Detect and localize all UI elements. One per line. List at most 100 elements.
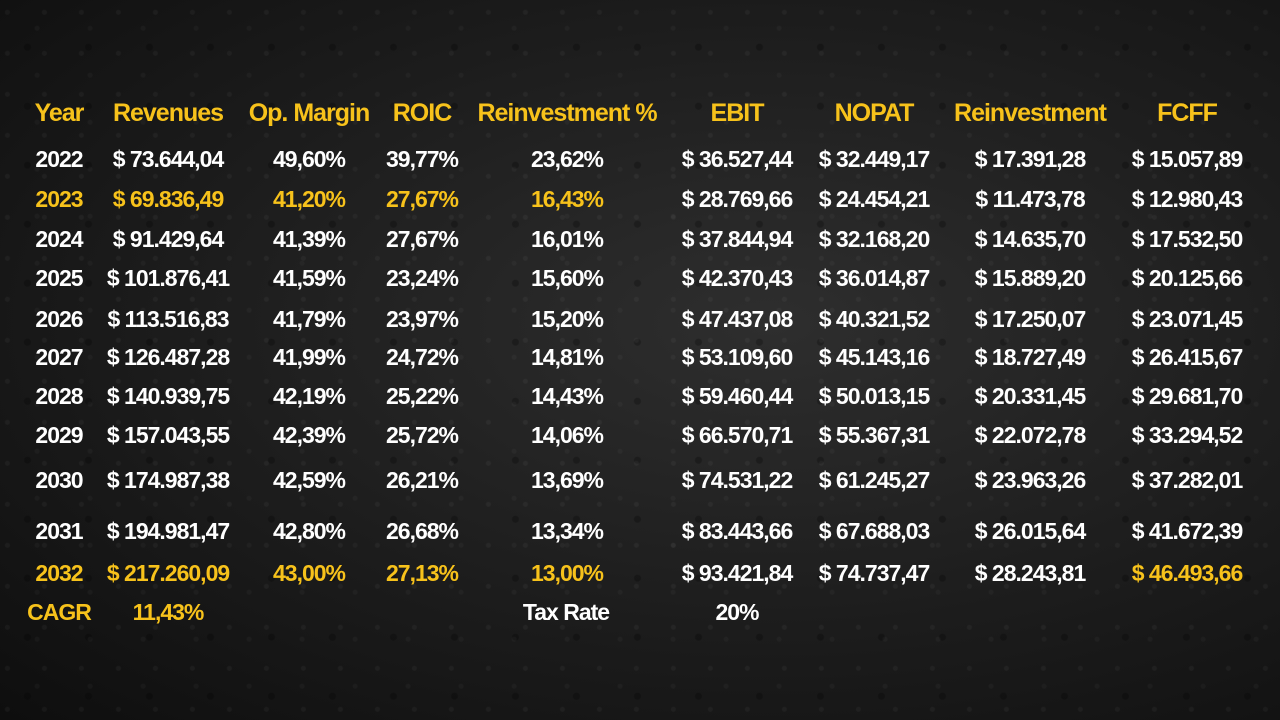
cell-nopat: $ 45.143,16 <box>818 344 931 370</box>
cell-op-margin: 41,20% <box>272 186 346 212</box>
cell-reinvestment: $ 20.331,45 <box>974 383 1087 409</box>
column-header-reinvestment-pct: Reinvestment % <box>477 99 657 127</box>
cell-op-margin: 41,39% <box>272 226 346 252</box>
cell-reinvestment: $ 17.250,07 <box>974 306 1087 332</box>
cell-op-margin: 42,39% <box>272 422 346 448</box>
column-header-revenues: Revenues <box>112 99 224 127</box>
cagr-value: 11,43% <box>132 599 205 625</box>
cell-reinvestment: $ 22.072,78 <box>974 422 1087 448</box>
cell-nopat: $ 67.688,03 <box>818 518 931 544</box>
cell-reinvestment-pct: 15,20% <box>530 306 604 332</box>
cell-reinvestment-pct: 16,43% <box>530 186 604 212</box>
cell-year: 2026 <box>35 306 83 332</box>
cell-year: 2025 <box>35 265 83 291</box>
cell-ebit: $ 83.443,66 <box>681 518 794 544</box>
cell-revenues: $ 73.644,04 <box>112 146 225 172</box>
tax-rate-label: Tax Rate <box>522 599 610 625</box>
column-header-op-margin: Op. Margin <box>248 99 371 127</box>
cell-roic: 23,24% <box>385 265 459 291</box>
cell-roic: 26,68% <box>385 518 459 544</box>
cell-roic: 27,67% <box>385 186 459 212</box>
cell-op-margin: 49,60% <box>272 146 346 172</box>
cell-op-margin: 42,59% <box>272 467 346 493</box>
cell-revenues: $ 157.043,55 <box>106 422 230 448</box>
cell-reinvestment: $ 11.473,78 <box>975 186 1085 212</box>
cell-revenues: $ 174.987,38 <box>106 467 230 493</box>
cell-reinvestment-pct: 14,43% <box>530 383 604 409</box>
cell-ebit: $ 66.570,71 <box>681 422 794 448</box>
cell-nopat: $ 24.454,21 <box>818 186 931 212</box>
cell-revenues: $ 217.260,09 <box>106 560 230 586</box>
cell-op-margin: 41,59% <box>272 265 346 291</box>
cell-fcff: $ 20.125,66 <box>1131 265 1244 291</box>
cell-fcff: $ 17.532,50 <box>1131 226 1244 252</box>
column-header-reinvestment: Reinvestment <box>954 99 1107 127</box>
cell-reinvestment: $ 18.727,49 <box>974 344 1087 370</box>
cell-ebit: $ 36.527,44 <box>681 146 794 172</box>
column-header-fcff: FCFF <box>1157 99 1218 127</box>
cell-ebit: $ 53.109,60 <box>681 344 794 370</box>
cagr-label: CAGR <box>27 599 92 625</box>
cell-nopat: $ 61.245,27 <box>818 467 931 493</box>
cell-roic: 25,22% <box>385 383 459 409</box>
cell-revenues: $ 140.939,75 <box>106 383 230 409</box>
cell-nopat: $ 40.321,52 <box>818 306 931 332</box>
cell-op-margin: 43,00% <box>272 560 346 586</box>
cell-reinvestment-pct: 14,06% <box>530 422 604 448</box>
cell-nopat: $ 32.449,17 <box>818 146 931 172</box>
cell-roic: 23,97% <box>385 306 459 332</box>
cell-roic: 26,21% <box>385 467 459 493</box>
cell-revenues: $ 126.487,28 <box>106 344 230 370</box>
cell-reinvestment: $ 23.963,26 <box>974 467 1087 493</box>
cell-fcff: $ 23.071,45 <box>1131 306 1244 332</box>
cell-year: 2024 <box>35 226 83 252</box>
cell-roic: 27,13% <box>385 560 459 586</box>
cell-op-margin: 41,99% <box>272 344 346 370</box>
cell-fcff: $ 15.057,89 <box>1131 146 1244 172</box>
cell-reinvestment-pct: 13,69% <box>530 467 604 493</box>
cell-reinvestment-pct: 13,34% <box>530 518 604 544</box>
cell-ebit: $ 59.460,44 <box>681 383 794 409</box>
cell-ebit: $ 37.844,94 <box>681 226 794 252</box>
column-header-roic: ROIC <box>392 99 452 127</box>
cell-fcff: $ 46.493,66 <box>1131 560 1244 586</box>
cell-reinvestment-pct: 14,81% <box>530 344 604 370</box>
cell-reinvestment: $ 28.243,81 <box>974 560 1087 586</box>
cell-ebit: $ 28.769,66 <box>681 186 794 212</box>
cell-nopat: $ 50.013,15 <box>818 383 931 409</box>
cell-op-margin: 41,79% <box>272 306 346 332</box>
cell-revenues: $ 194.981,47 <box>106 518 230 544</box>
cell-fcff: $ 41.672,39 <box>1131 518 1244 544</box>
cell-year: 2023 <box>35 186 83 212</box>
cell-ebit: $ 47.437,08 <box>681 306 794 332</box>
cell-year: 2027 <box>35 344 83 370</box>
cell-op-margin: 42,19% <box>272 383 346 409</box>
tax-rate-value: 20% <box>715 599 759 625</box>
cell-op-margin: 42,80% <box>272 518 346 544</box>
cell-year: 2030 <box>35 467 83 493</box>
cell-nopat: $ 32.168,20 <box>818 226 931 252</box>
cell-reinvestment: $ 15.889,20 <box>974 265 1087 291</box>
cell-nopat: $ 74.737,47 <box>818 560 931 586</box>
cell-roic: 27,67% <box>385 226 459 252</box>
cell-reinvestment-pct: 16,01% <box>530 226 604 252</box>
cell-revenues: $ 91.429,64 <box>112 226 225 252</box>
cell-year: 2031 <box>35 518 83 544</box>
cell-ebit: $ 74.531,22 <box>681 467 794 493</box>
cell-reinvestment-pct: 13,00% <box>530 560 604 586</box>
cell-fcff: $ 37.282,01 <box>1131 467 1244 493</box>
cell-reinvestment: $ 26.015,64 <box>974 518 1087 544</box>
column-header-year: Year <box>34 99 85 127</box>
cell-reinvestment-pct: 15,60% <box>530 265 604 291</box>
cell-revenues: $ 69.836,49 <box>112 186 225 212</box>
cell-fcff: $ 29.681,70 <box>1131 383 1244 409</box>
cell-fcff: $ 26.415,67 <box>1131 344 1244 370</box>
cell-reinvestment: $ 14.635,70 <box>974 226 1087 252</box>
cell-reinvestment-pct: 23,62% <box>530 146 604 172</box>
cell-roic: 39,77% <box>385 146 459 172</box>
cell-year: 2029 <box>35 422 83 448</box>
cell-ebit: $ 42.370,43 <box>681 265 794 291</box>
cell-fcff: $ 12.980,43 <box>1131 186 1244 212</box>
cell-revenues: $ 113.516,83 <box>107 306 229 332</box>
cell-nopat: $ 36.014,87 <box>818 265 931 291</box>
